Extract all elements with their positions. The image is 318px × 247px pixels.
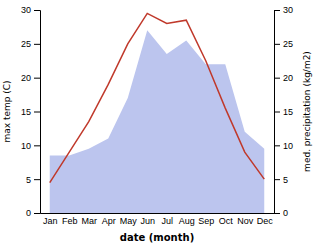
y-axis-title: max temp (C): [2, 80, 12, 142]
x-tick-label: Sep: [198, 216, 214, 226]
tick-mark: [274, 10, 280, 11]
y-tick: 10: [21, 141, 40, 151]
x-tick-label: Oct: [219, 216, 234, 226]
x-tick: Apr: [102, 216, 116, 226]
y2-tick-label: 20: [283, 73, 293, 83]
y-tick-label: 30: [21, 5, 31, 15]
y2-tick-label: 5: [283, 175, 288, 185]
chart: Jan Feb Mar Apr MayJun Jul AugSep OctNovDec 0 5 10…: [0, 0, 318, 247]
x-tick: Dec: [257, 216, 274, 226]
y2-tick-label: 0: [283, 208, 288, 218]
y-tick-label: 0: [26, 208, 31, 218]
y2-tick: 5: [274, 175, 288, 185]
tick-mark: [34, 145, 40, 146]
x-tick-label: Jun: [140, 216, 155, 226]
x-tick-label: Apr: [102, 216, 116, 226]
y2-tick-label: 30: [283, 5, 293, 15]
axis-line: [41, 213, 275, 214]
x-tick: Jul: [161, 216, 173, 226]
x-axis-title: date (month): [120, 232, 194, 243]
tick-mark: [34, 78, 40, 79]
y2-tick-label: 25: [283, 39, 293, 49]
y2-tick-label: 10: [283, 141, 293, 151]
tick-mark: [274, 44, 280, 45]
x-tick-label: Jul: [161, 216, 173, 226]
y-tick-label: 5: [26, 175, 31, 185]
y-axis: 0 5 10 15 20 25 30: [21, 5, 41, 218]
x-tick-label: Nov: [237, 216, 254, 226]
x-tick: Oct: [219, 216, 234, 226]
tick-mark: [34, 179, 40, 180]
y-tick-label: 20: [21, 73, 31, 83]
y-tick: 20: [21, 73, 40, 83]
y2-tick-label: 15: [283, 107, 293, 117]
tick-mark: [34, 112, 40, 113]
plot-area: Jan Feb Mar Apr MayJun Jul AugSep OctNovDec 0 5 10…: [21, 5, 293, 226]
y2-tick: 15: [274, 107, 293, 117]
x-tick-label: Feb: [62, 216, 78, 226]
tick-mark: [274, 78, 280, 79]
x-tick: Jan: [43, 216, 58, 226]
y2-axis: 0 5 10 15 20 25 30: [274, 5, 293, 218]
y2-tick: 25: [274, 39, 293, 49]
x-tick: Nov: [237, 216, 254, 226]
x-tick: Feb: [62, 216, 78, 226]
area: [50, 30, 265, 213]
x-tick-label: Mar: [82, 216, 98, 226]
y2-tick: 20: [274, 73, 293, 83]
y-tick-label: 15: [21, 107, 31, 117]
y-tick: 5: [26, 175, 40, 185]
y-tick: 0: [26, 208, 40, 218]
y-tick-label: 25: [21, 39, 31, 49]
tick-mark: [274, 213, 280, 214]
y2-tick: 30: [274, 5, 293, 15]
tick-mark: [34, 44, 40, 45]
axis-line: [34, 11, 41, 214]
y-tick: 15: [21, 107, 40, 117]
tick-mark: [274, 145, 280, 146]
y-tick: 30: [21, 5, 40, 15]
x-tick: May: [120, 216, 138, 226]
tick-mark: [34, 10, 40, 11]
x-tick-label: Jan: [43, 216, 58, 226]
marks: [50, 13, 265, 213]
tick-mark: [274, 112, 280, 113]
x-tick-label: Dec: [257, 216, 274, 226]
y-tick-label: 10: [21, 141, 31, 151]
y2-tick: 0: [274, 208, 288, 218]
x-tick-label: May: [120, 216, 138, 226]
x-tick: Mar: [82, 216, 98, 226]
tick-mark: [34, 213, 40, 214]
y2-axis-title: med. precipitation (kg/m2): [302, 51, 312, 172]
x-tick-label: Aug: [179, 216, 195, 226]
y2-tick: 10: [274, 141, 293, 151]
x-tick: Aug: [179, 216, 195, 226]
x-axis: Jan Feb Mar Apr MayJun Jul AugSep OctNovDec: [41, 214, 275, 227]
line: [50, 13, 265, 182]
x-tick: Sep: [198, 216, 214, 226]
x-tick: Jun: [140, 216, 155, 226]
y-tick: 25: [21, 39, 40, 49]
tick-mark: [274, 179, 280, 180]
axis-line: [275, 11, 281, 214]
